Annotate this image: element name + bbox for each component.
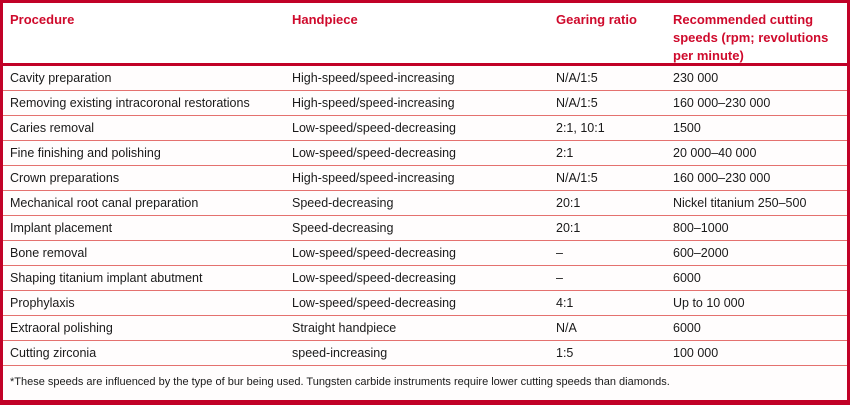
cell-procedure: Crown preparations: [10, 171, 120, 185]
column-header-handpiece: Handpiece: [292, 12, 358, 27]
table-row: Cavity preparation High-speed/speed-incre…: [3, 66, 847, 91]
cell-handpiece: Low-speed/speed-decreasing: [292, 271, 456, 285]
table-row: Removing existing intracoronal restorati…: [3, 91, 847, 116]
cell-procedure: Cavity preparation: [10, 71, 112, 85]
cell-handpiece: High-speed/speed-increasing: [292, 96, 455, 110]
cell-handpiece: Low-speed/speed-decreasing: [292, 146, 456, 160]
cell-procedure: Fine finishing and polishing: [10, 146, 161, 160]
table-row: Fine finishing and polishing Low-speed/sp…: [3, 141, 847, 166]
table-row: Crown preparations High-speed/speed-incre…: [3, 166, 847, 191]
cell-procedure: Mechanical root canal preparation: [10, 196, 199, 210]
cell-gearing-ratio: –: [556, 271, 563, 285]
cell-cutting-speed: 600–2000: [673, 246, 729, 260]
cell-cutting-speed: Up to 10 000: [673, 296, 745, 310]
cell-handpiece: Low-speed/speed-decreasing: [292, 246, 456, 260]
cell-procedure: Bone removal: [10, 246, 88, 260]
cell-procedure: Cutting zirconia: [10, 346, 97, 360]
cell-gearing-ratio: 2:1: [556, 146, 574, 160]
cell-gearing-ratio: –: [556, 246, 563, 260]
cell-gearing-ratio: N/A/1:5: [556, 171, 598, 185]
cell-cutting-speed: 800–1000: [673, 221, 729, 235]
cell-cutting-speed: 160 000–230 000: [673, 96, 771, 110]
cell-cutting-speed: 6000: [673, 321, 701, 335]
table-footnote: *These speeds are influenced by the type…: [3, 366, 847, 397]
column-header-gearing-ratio: Gearing ratio: [556, 12, 637, 27]
cell-cutting-speed: 160 000–230 000: [673, 171, 771, 185]
cell-gearing-ratio: 4:1: [556, 296, 574, 310]
column-header-recommended-speeds: Recommended cutting speeds (rpm; revolut…: [673, 12, 829, 63]
column-header-procedure: Procedure: [10, 12, 75, 27]
table-row: Mechanical root canal preparation Speed-d…: [3, 191, 847, 216]
table-body: Cavity preparation High-speed/speed-incre…: [3, 66, 847, 366]
cell-gearing-ratio: 20:1: [556, 196, 581, 210]
cell-handpiece: Straight handpiece: [292, 321, 397, 335]
cell-handpiece: High-speed/speed-increasing: [292, 71, 455, 85]
cell-handpiece: Speed-decreasing: [292, 221, 394, 235]
cell-gearing-ratio: 2:1, 10:1: [556, 121, 605, 135]
cell-handpiece: High-speed/speed-increasing: [292, 171, 455, 185]
table-row: Prophylaxis Low-speed/speed-decreasing 4:1…: [3, 291, 847, 316]
cell-procedure: Extraoral polishing: [10, 321, 113, 335]
cell-procedure: Removing existing intracoronal restorati…: [10, 96, 250, 110]
cell-cutting-speed: 230 000: [673, 71, 719, 85]
cell-handpiece: speed-increasing: [292, 346, 388, 360]
table-row: Shaping titanium implant abutment Low-spe…: [3, 266, 847, 291]
table-row: Implant placement Speed-decreasing 20:1 800…: [3, 216, 847, 241]
cell-gearing-ratio: N/A/1:5: [556, 96, 598, 110]
cell-handpiece: Speed-decreasing: [292, 196, 394, 210]
table-header-row: Procedure Handpiece Gearing ratio Recomm…: [3, 3, 847, 66]
table-row: Caries removal Low-speed/speed-decreasing…: [3, 116, 847, 141]
cell-handpiece: Low-speed/speed-decreasing: [292, 121, 456, 135]
cell-handpiece: Low-speed/speed-decreasing: [292, 296, 456, 310]
cell-cutting-speed: 6000: [673, 271, 701, 285]
cell-gearing-ratio: 1:5: [556, 346, 574, 360]
table-row: Cutting zirconia speed-increasing 1:5 100 0…: [3, 341, 847, 366]
cell-procedure: Shaping titanium implant abutment: [10, 271, 203, 285]
cell-gearing-ratio: N/A/1:5: [556, 71, 598, 85]
cell-procedure: Implant placement: [10, 221, 113, 235]
cell-procedure: Prophylaxis: [10, 296, 75, 310]
cell-gearing-ratio: 20:1: [556, 221, 581, 235]
cell-cutting-speed: 20 000–40 000: [673, 146, 757, 160]
cell-cutting-speed: Nickel titanium 250–500: [673, 196, 807, 210]
table-row: Extraoral polishing Straight handpiece N/A…: [3, 316, 847, 341]
cell-cutting-speed: 100 000: [673, 346, 719, 360]
cell-gearing-ratio: N/A: [556, 321, 577, 335]
cell-cutting-speed: 1500: [673, 121, 701, 135]
table-row: Bone removal Low-speed/speed-decreasing – 6…: [3, 241, 847, 266]
cell-procedure: Caries removal: [10, 121, 95, 135]
